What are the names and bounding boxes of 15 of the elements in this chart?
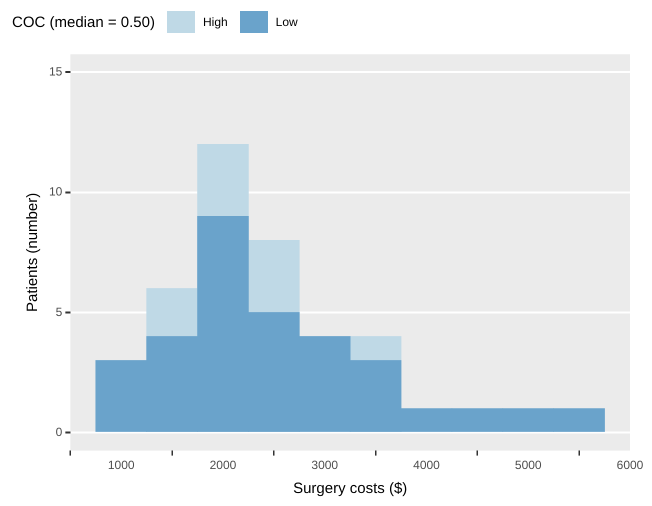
x-tick-label: 1000 — [108, 458, 135, 472]
y-tick-label: 10 — [48, 184, 63, 199]
x-tick-label: 6000 — [616, 458, 644, 472]
y-axis-title: Patients (number) — [24, 192, 42, 312]
x-tick-label: 2000 — [210, 458, 237, 472]
x-tick-label: 5000 — [514, 458, 542, 472]
legend-label: Low — [276, 15, 298, 29]
x-axis-title: Surgery costs ($) — [293, 480, 408, 498]
legend-title: COC (median = 0.50) — [12, 14, 155, 30]
y-tick-label: 5 — [56, 304, 63, 319]
x-tick-label: 4000 — [413, 458, 440, 472]
y-tick-label: 0 — [56, 424, 63, 439]
y-tick-label: 15 — [48, 64, 63, 79]
legend-label: High — [202, 15, 228, 29]
x-tick-label: 3000 — [311, 458, 338, 472]
